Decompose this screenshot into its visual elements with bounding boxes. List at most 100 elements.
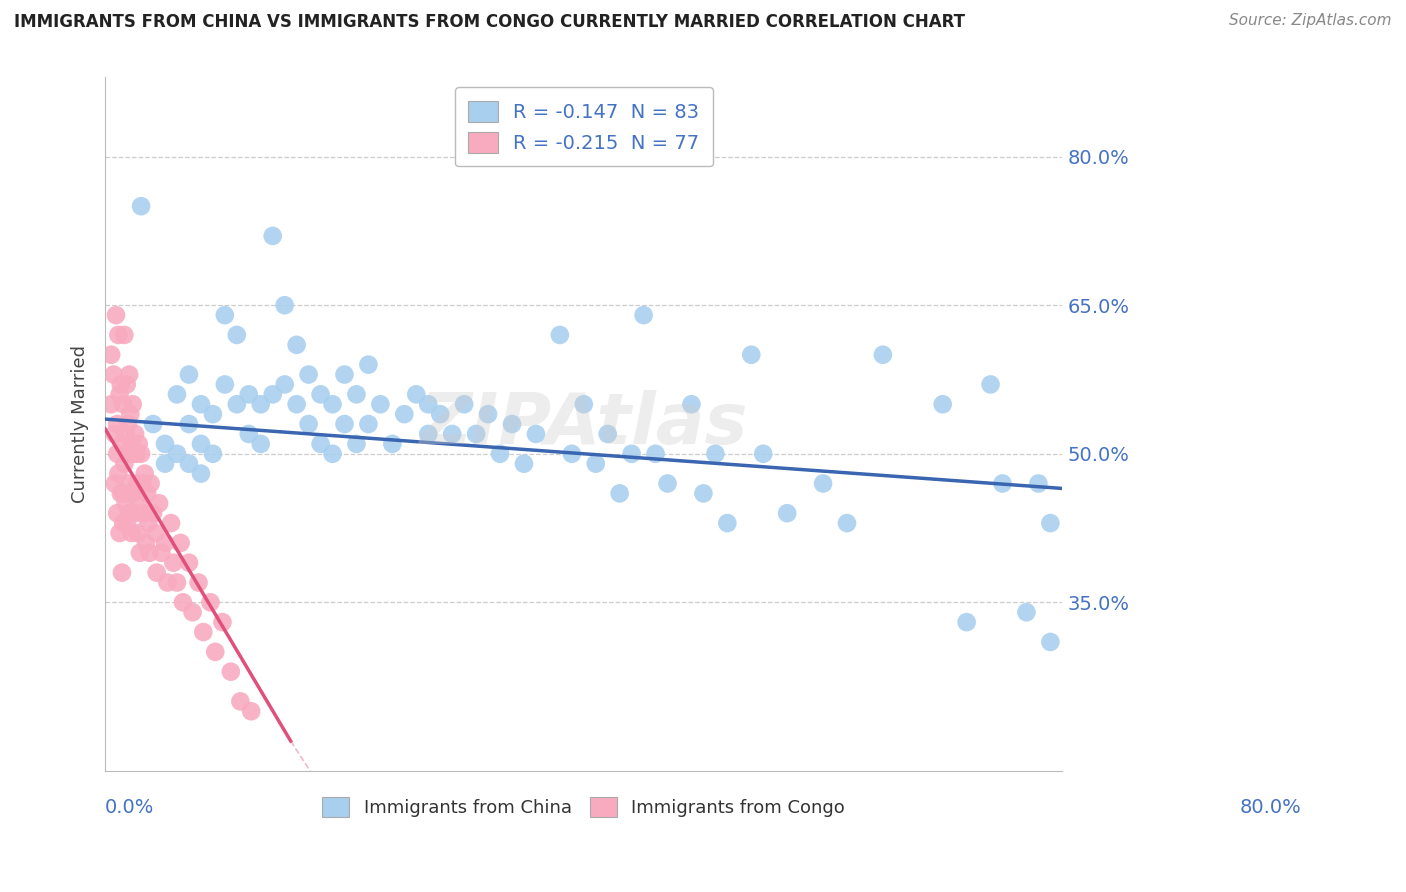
Point (127, 476, 149, 491)
Point (262, 387, 284, 401)
Point (453, 397, 475, 411)
Point (118, 368, 141, 382)
Point (477, 407, 499, 421)
Point (118, 447, 141, 461)
Point (153, 437, 176, 451)
Point (561, 447, 583, 461)
Point (346, 437, 368, 451)
Point (681, 397, 703, 411)
Point (381, 437, 404, 451)
Point (108, 387, 131, 401)
Point (322, 447, 344, 461)
Point (370, 397, 392, 411)
Point (121, 397, 143, 411)
Point (201, 407, 224, 421)
Point (620, 447, 643, 461)
Point (214, 308, 236, 322)
Point (177, 556, 200, 570)
Point (177, 417, 200, 431)
Point (129, 546, 152, 560)
Point (501, 417, 523, 431)
Point (134, 467, 156, 481)
Point (145, 566, 167, 580)
Point (1039, 635, 1062, 649)
Point (322, 397, 344, 411)
Point (249, 437, 271, 451)
Point (153, 457, 176, 471)
Point (297, 417, 319, 431)
Point (1028, 476, 1050, 491)
Point (177, 457, 200, 471)
Point (309, 387, 332, 401)
Point (142, 417, 165, 431)
Point (138, 546, 160, 560)
Point (225, 327, 247, 342)
Point (115, 377, 138, 392)
Point (704, 447, 727, 461)
Point (110, 486, 132, 500)
Point (112, 516, 135, 530)
Point (285, 338, 308, 352)
Point (148, 496, 170, 510)
Point (128, 496, 150, 510)
Point (153, 536, 176, 550)
Point (418, 427, 440, 442)
Point (418, 397, 440, 411)
Point (225, 397, 247, 411)
Point (160, 516, 183, 530)
Point (115, 516, 138, 530)
Point (465, 427, 488, 442)
Point (120, 486, 142, 500)
Point (333, 417, 356, 431)
Point (740, 348, 762, 362)
Point (104, 308, 127, 322)
Point (572, 397, 595, 411)
Point (548, 327, 571, 342)
Point (1039, 516, 1062, 530)
Point (1015, 605, 1038, 619)
Point (114, 496, 136, 510)
Point (112, 327, 135, 342)
Point (169, 536, 191, 550)
Point (117, 417, 139, 431)
Point (273, 298, 295, 312)
Point (108, 526, 131, 541)
Point (835, 516, 858, 530)
Point (229, 694, 252, 708)
Point (200, 595, 222, 609)
Point (107, 327, 129, 342)
Point (297, 368, 319, 382)
Point (657, 476, 679, 491)
Point (249, 397, 271, 411)
Point (262, 228, 284, 243)
Point (811, 476, 834, 491)
Point (187, 575, 209, 590)
Point (240, 704, 263, 718)
Point (142, 506, 165, 520)
Point (219, 665, 242, 679)
Point (105, 417, 128, 431)
Point (112, 486, 135, 500)
Point (111, 566, 134, 580)
Point (190, 437, 212, 451)
Point (105, 506, 128, 520)
Point (633, 308, 655, 322)
Point (104, 427, 127, 442)
Point (128, 437, 150, 451)
Point (112, 397, 135, 411)
Point (956, 615, 979, 629)
Point (104, 476, 127, 491)
Point (273, 377, 295, 392)
Legend: Immigrants from China, Immigrants from Congo: Immigrants from China, Immigrants from C… (315, 789, 852, 824)
Y-axis label: Currently Married: Currently Married (72, 345, 89, 503)
Point (121, 526, 143, 541)
Point (193, 625, 215, 640)
Point (139, 476, 162, 491)
Point (405, 387, 427, 401)
Point (105, 447, 128, 461)
Point (135, 536, 157, 550)
Point (136, 516, 159, 530)
Point (238, 387, 260, 401)
Point (172, 595, 194, 609)
Point (166, 447, 188, 461)
